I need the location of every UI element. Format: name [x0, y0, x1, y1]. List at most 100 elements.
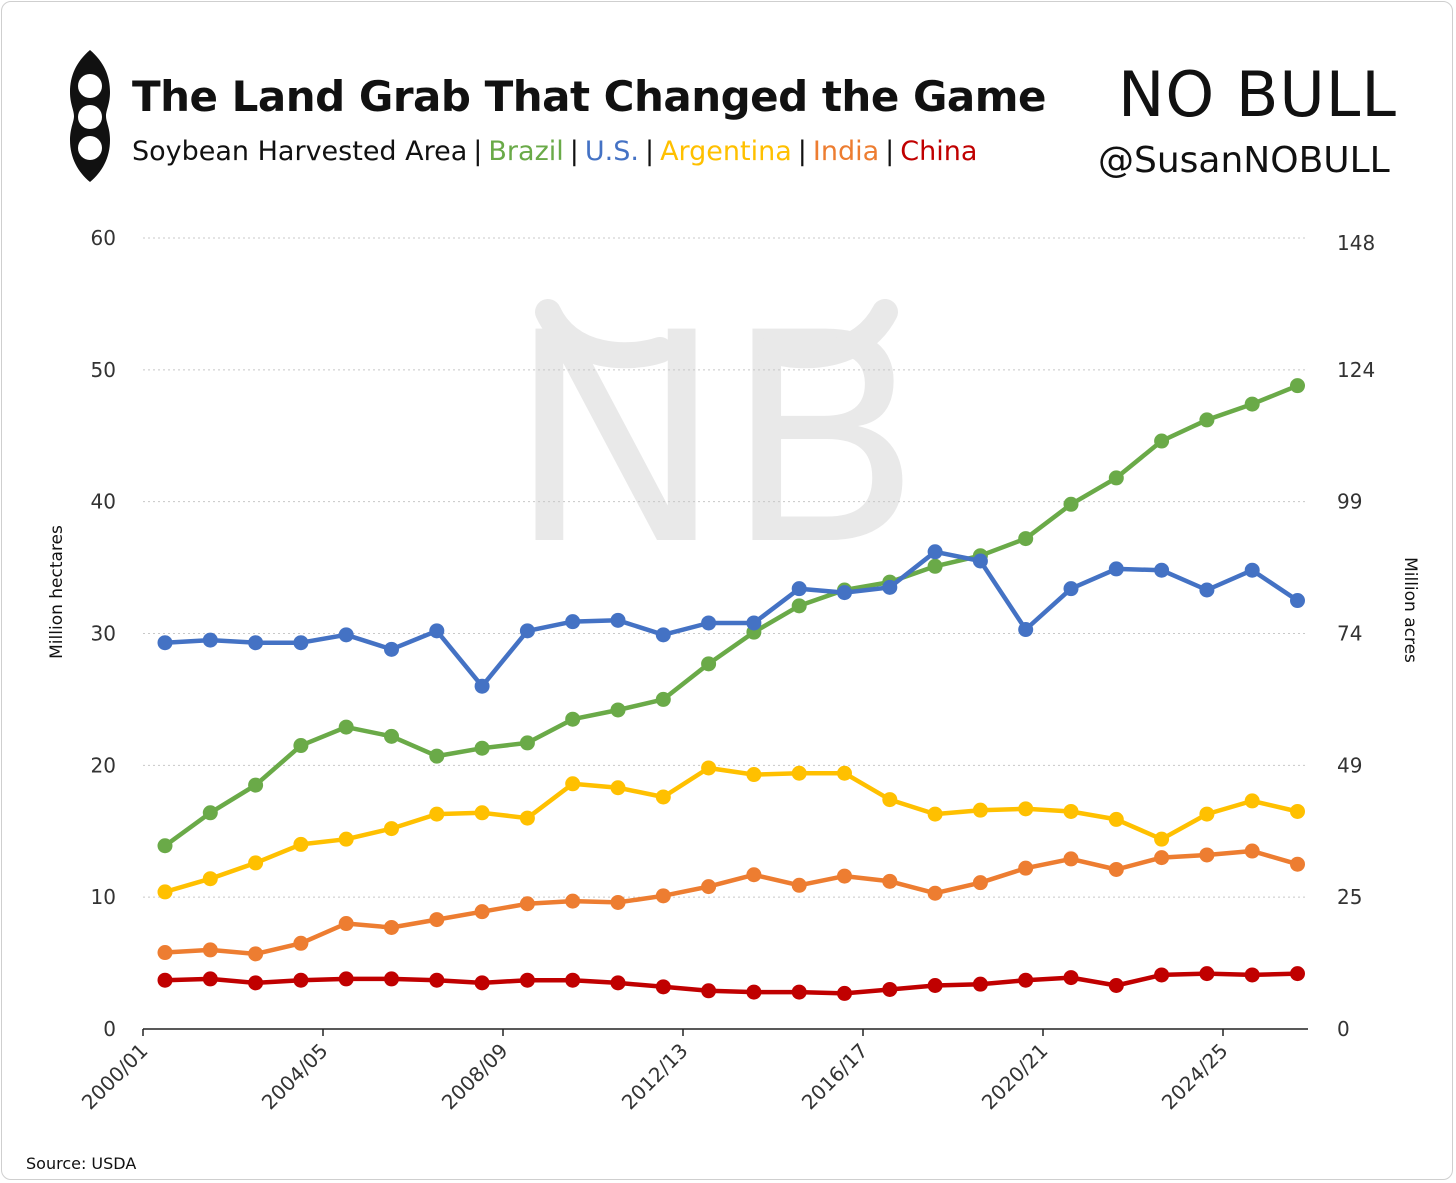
data-point-india: [701, 879, 717, 895]
data-point-brazil: [1154, 433, 1170, 449]
y-tick-label: 60: [91, 226, 116, 250]
y-tick-label: 10: [91, 885, 116, 909]
data-point-brazil: [1018, 531, 1034, 547]
source-note: Source: USDA: [26, 1154, 137, 1173]
y-tick-label: 0: [103, 1017, 116, 1041]
data-point-us: [565, 614, 581, 630]
data-point-us: [1108, 561, 1124, 577]
series-line-brazil: [163, 383, 1299, 848]
data-point-brazil: [610, 702, 626, 718]
data-point-china: [701, 983, 717, 999]
data-point-argentina: [429, 806, 445, 822]
data-point-brazil: [565, 711, 581, 727]
y2-tick-label: 99: [1337, 490, 1362, 514]
data-point-india: [972, 875, 988, 891]
series-line-china: [164, 971, 1298, 996]
chart-subtitle: Soybean Harvested Area | Brazil | U.S. | Argen…: [132, 136, 978, 167]
data-point-china: [1290, 966, 1305, 982]
data-point-brazil: [519, 735, 535, 751]
data-point-china: [972, 976, 988, 992]
legend-us: U.S.: [584, 136, 639, 167]
data-point-us: [746, 615, 762, 631]
data-point-us: [429, 623, 445, 639]
data-point-argentina: [972, 802, 988, 818]
data-point-us: [293, 635, 309, 651]
data-point-argentina: [519, 810, 535, 826]
x-tick-label: 2020/21: [977, 1039, 1053, 1115]
data-point-us: [1018, 622, 1034, 638]
data-point-argentina: [565, 776, 581, 792]
data-point-argentina: [1199, 806, 1215, 822]
data-point-china: [1063, 970, 1079, 986]
data-point-china: [1018, 972, 1034, 988]
data-point-brazil: [1199, 412, 1215, 428]
data-point-india: [1290, 856, 1305, 872]
x-tick-label: 2016/17: [797, 1039, 873, 1115]
subtitle-prefix: Soybean Harvested Area: [132, 136, 468, 167]
data-point-china: [1199, 966, 1215, 982]
legend-argentina: Argentina: [660, 136, 792, 167]
y-tick-label: 30: [91, 622, 116, 646]
data-point-india: [837, 868, 852, 884]
data-point-us: [882, 579, 898, 595]
data-point-argentina: [927, 806, 943, 822]
data-point-brazil: [1063, 496, 1079, 512]
data-point-india: [882, 873, 898, 889]
y2-tick-label: 124: [1337, 358, 1375, 382]
data-point-china: [610, 975, 626, 991]
data-point-argentina: [1290, 803, 1305, 819]
data-point-us: [1244, 562, 1260, 578]
soybean-pod-icon: [70, 50, 110, 182]
data-point-argentina: [882, 792, 898, 808]
data-point-india: [519, 896, 535, 912]
x-tick-label: 2024/25: [1157, 1039, 1233, 1115]
data-point-brazil: [655, 691, 671, 707]
data-point-us: [157, 635, 173, 651]
data-point-us: [384, 641, 399, 657]
data-point-china: [565, 972, 581, 988]
data-point-china: [338, 971, 354, 987]
data-point-india: [1244, 843, 1260, 859]
data-point-us: [1290, 593, 1305, 609]
data-point-india: [610, 894, 626, 910]
data-point-us: [927, 544, 943, 560]
legend-brazil: Brazil: [488, 136, 564, 167]
x-tick-label: 2000/01: [77, 1039, 153, 1115]
data-point-argentina: [157, 884, 173, 900]
watermark-horns: [535, 299, 898, 369]
data-point-china: [248, 975, 264, 991]
data-point-us: [791, 581, 807, 597]
y2-tick-label: 25: [1337, 885, 1362, 909]
data-point-argentina: [1063, 803, 1079, 819]
series-line-us: [164, 549, 1299, 689]
data-point-us: [701, 615, 717, 631]
data-point-brazil: [293, 738, 309, 754]
y2-tick-label: 148: [1337, 231, 1375, 255]
data-point-argentina: [384, 821, 399, 837]
data-point-argentina: [1018, 801, 1034, 817]
data-point-brazil: [1244, 396, 1260, 412]
data-point-india: [1199, 847, 1215, 863]
data-point-china: [837, 985, 852, 1001]
data-point-brazil: [384, 728, 399, 744]
brand-logo: NO BULL: [1118, 58, 1397, 131]
data-point-china: [1108, 977, 1124, 993]
data-point-china: [293, 972, 309, 988]
data-point-india: [202, 942, 218, 958]
data-point-india: [384, 919, 399, 935]
data-point-us: [1154, 562, 1170, 578]
data-point-argentina: [1244, 793, 1260, 809]
data-point-brazil: [701, 656, 717, 672]
data-point-china: [655, 979, 671, 995]
data-point-india: [1154, 850, 1170, 866]
data-point-argentina: [202, 871, 218, 887]
data-point-brazil: [927, 558, 943, 574]
data-point-argentina: [293, 836, 309, 852]
data-point-china: [202, 971, 218, 987]
brand-handle: @SusanNOBULL: [1098, 140, 1390, 181]
data-point-china: [927, 977, 943, 993]
data-point-brazil: [1108, 470, 1124, 486]
data-point-india: [429, 912, 445, 928]
